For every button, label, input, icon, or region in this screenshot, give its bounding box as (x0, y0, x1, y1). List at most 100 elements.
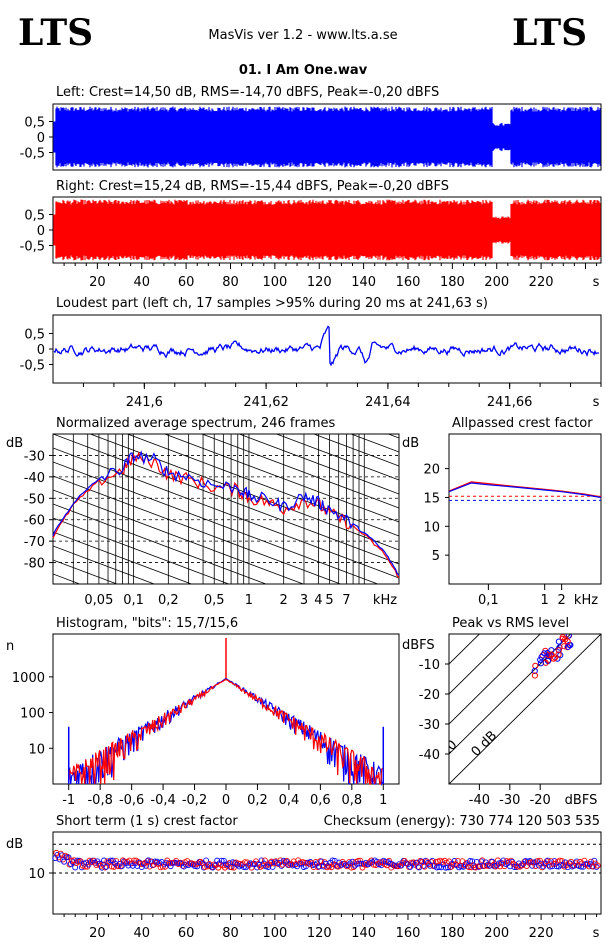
x-tick-label: 140 (351, 275, 376, 290)
short-crest-point-right (108, 863, 115, 870)
short-crest-point-left (101, 857, 107, 864)
short-crest-point-right (559, 858, 566, 865)
y-tick-label: -80 (24, 557, 45, 572)
spectrum-slope-line (312, 434, 399, 467)
x-tick-label: 0,2 (247, 793, 268, 808)
short-crest-point-left (578, 863, 584, 870)
y-tick-label: 0 (37, 131, 45, 146)
short-crest-point-right (350, 864, 357, 870)
spectrum-slope-line (53, 489, 305, 584)
x-tick-label: -0,8 (87, 793, 112, 808)
peakrms-point (555, 638, 562, 645)
x-tick-label: 60 (178, 275, 195, 290)
peakrms-inner: 40 30 20 10 0 dB (377, 634, 601, 784)
short-crest-point-right (415, 863, 421, 870)
short-crest-point-left (174, 860, 181, 867)
short-crest-point-right (481, 862, 488, 869)
allpass-left-line (448, 482, 602, 499)
short-crest-point-left (280, 857, 287, 864)
short-crest-point-left (65, 854, 72, 861)
peakrms-title: Peak vs RMS level (452, 616, 569, 631)
x-tick-label: -20 (530, 793, 551, 808)
x-tick-label: 1 (245, 593, 253, 608)
y-tick-label: -0,5 (20, 147, 45, 162)
x-tick-label: 100 (262, 926, 287, 941)
spectrum-slope-line (53, 294, 399, 424)
spectrum-slope-line (200, 434, 399, 509)
x-tick-label: 120 (307, 926, 332, 941)
allpass-plot: 20 15 10 5 0,1 1 2 kHz (423, 433, 602, 608)
short-crest-point-left (433, 864, 440, 871)
y-tick-label: 5 (432, 549, 440, 564)
x-tick-label: 180 (440, 275, 465, 290)
peakrms-diagonal (449, 634, 571, 755)
x-tick-label: 241,64 (365, 395, 411, 410)
peakrms-point (564, 638, 571, 645)
x-tick-label: 2 (280, 593, 288, 608)
right-wave-fill (53, 199, 601, 261)
x-tick-label: 1 (379, 793, 387, 808)
x-tick-label: 0 (222, 793, 230, 808)
spectrum-grid (53, 294, 399, 584)
histogram-y-unit: n (6, 639, 14, 654)
peakrms-point (550, 655, 557, 662)
y-tick-label: -30 (24, 449, 45, 464)
short-crest-point-left (593, 863, 600, 870)
spectrum-slope-line (53, 545, 156, 584)
left-wave-envelope (53, 106, 601, 168)
histogram-title: Histogram, "bits": 15,7/15,6 (56, 616, 238, 631)
spectrum-slope-line (53, 559, 119, 584)
x-tick-label: 0,6 (310, 793, 331, 808)
x-tick-label: 0,2 (158, 593, 179, 608)
app-title: MasVis ver 1.2 - www.lts.a.se (208, 28, 397, 43)
right-wave-envelope (53, 199, 601, 261)
x-tick-label: 200 (484, 275, 509, 290)
short-crest-point-left (98, 864, 105, 871)
y-tick-label: -0,5 (20, 359, 45, 374)
short-crest-point-left (354, 860, 360, 867)
short-crest-point-left (358, 860, 365, 867)
short-crest-point-left (74, 857, 81, 864)
short-crest-point-right (528, 859, 535, 866)
x-tick-label: 220 (529, 275, 554, 290)
y-tick-label: 10 (28, 867, 45, 882)
x-tick-label: 180 (440, 926, 465, 941)
peakrms-diag-label: 30 (377, 738, 399, 760)
y-tick-label: -40 (419, 748, 440, 763)
short-crest-point-left (444, 864, 451, 871)
left-wave-fill (53, 106, 601, 168)
peakrms-point (532, 662, 539, 669)
checksum-text: Checksum (energy): 730 774 120 503 535 (324, 814, 600, 829)
short-crest-point-left (464, 863, 471, 870)
y-tick-label: -10 (419, 658, 440, 673)
peakrms-point (541, 650, 548, 657)
logo-left: LTS (18, 12, 93, 54)
y-tick-label: -40 (24, 471, 45, 486)
short-crest-point-left (329, 857, 336, 864)
short-crest-point-right (75, 858, 82, 865)
peakrms-point (548, 647, 555, 654)
x-unit-label: s (593, 275, 600, 290)
short-crest-point-left (107, 857, 114, 864)
spectrum-frame (52, 433, 400, 585)
short-crest-point-right (483, 862, 490, 869)
right-wave-title: Right: Crest=15,24 dB, RMS=-15,44 dBFS, … (56, 179, 449, 194)
x-tick-label: 60 (178, 926, 195, 941)
short-crest-point-right (312, 858, 319, 865)
allpass-right-line (448, 481, 602, 498)
short-crest-point-left (278, 862, 285, 869)
allpass-title: Allpassed crest factor (452, 416, 593, 431)
spectrum-slope-line (126, 434, 399, 537)
short-crest-point-left (378, 862, 385, 869)
short-crest-point-left (591, 857, 598, 864)
y-tick-label: 20 (423, 463, 440, 478)
y-tick-label: 10 (28, 742, 45, 757)
peakrms-diagonal (449, 634, 480, 665)
short-crest-point-right (104, 858, 111, 865)
y-tick-label: 0,5 (24, 328, 45, 343)
left-wave-title: Left: Crest=14,50 dB, RMS=-14,70 dBFS, P… (56, 85, 439, 100)
logo-right: LTS (512, 12, 587, 54)
short-crest-point-right (235, 860, 242, 867)
short-crest-point-left (269, 864, 276, 870)
short-crest-point-left (467, 858, 474, 864)
